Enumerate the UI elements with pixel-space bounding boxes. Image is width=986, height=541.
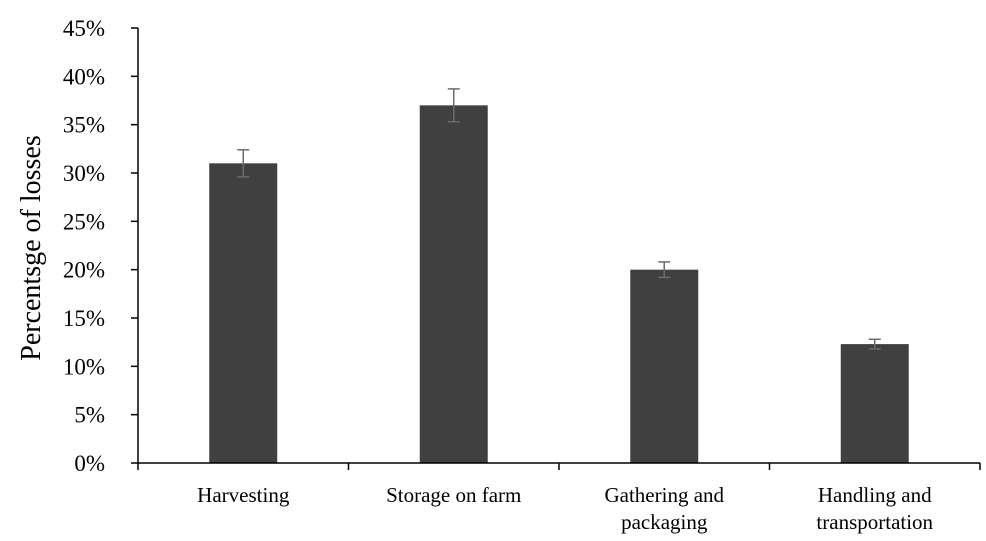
y-tick-label: 5% (74, 403, 105, 428)
y-tick-label: 15% (63, 306, 105, 331)
x-tick-label-line: Gathering and (604, 483, 724, 507)
x-tick-label-line: Harvesting (197, 483, 290, 507)
bar (419, 105, 488, 463)
y-tick-label: 40% (63, 64, 105, 89)
bar (209, 163, 278, 464)
y-tick-label: 35% (63, 113, 105, 138)
x-tick-label-line: packaging (621, 510, 708, 534)
plot-area: 0% 5% 10% 15% 20% 25% 30% 35% 40% 45% Harvesting St… (63, 16, 981, 534)
y-tick-label: 45% (63, 16, 105, 41)
y-axis-title: Percentsge of losses (16, 135, 47, 361)
y-tick-label: 20% (63, 258, 105, 283)
bar (840, 344, 909, 463)
x-tick-label-line: Handling and (818, 483, 932, 507)
x-tick-label-line: Storage on farm (386, 483, 521, 507)
x-tick-label-line: transportation (816, 510, 933, 534)
y-tick-label: 30% (63, 161, 105, 186)
x-tick-label: Handling and transportation (816, 483, 933, 534)
y-tick-label: 25% (63, 209, 105, 234)
x-tick-label: Harvesting (197, 483, 290, 507)
bar (630, 269, 699, 463)
x-tick-label: Storage on farm (386, 483, 521, 507)
y-tick-label: 10% (63, 354, 105, 379)
y-tick-label: 0% (74, 451, 105, 476)
x-tick-label: Gathering and packaging (604, 483, 724, 534)
